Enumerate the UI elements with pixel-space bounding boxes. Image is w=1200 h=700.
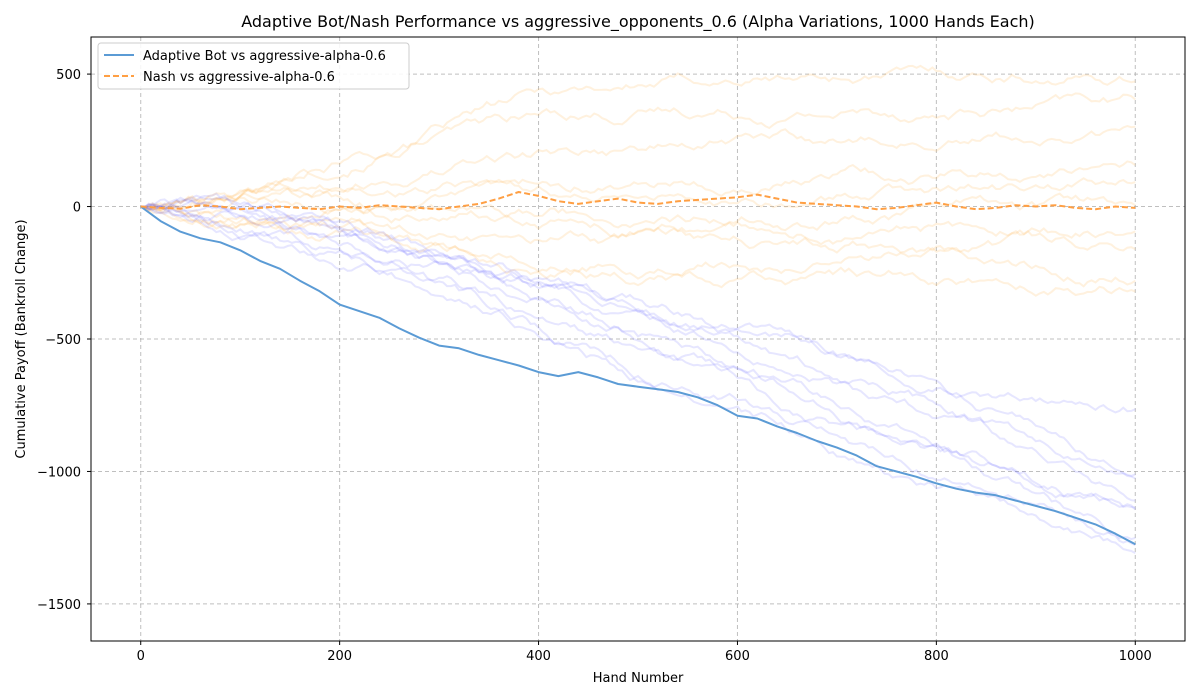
y-tick-label: −500 — [45, 333, 81, 348]
x-tick-label: 800 — [924, 649, 949, 664]
y-tick-label: 0 — [73, 201, 81, 216]
adaptive-variation-line — [140, 196, 1136, 502]
x-tick-label: 0 — [137, 649, 145, 664]
nash-variation-line — [140, 192, 1136, 232]
y-axis-label: Cumulative Payoff (Bankroll Change) — [14, 219, 29, 458]
x-tick-label: 200 — [327, 649, 352, 664]
chart-title: Adaptive Bot/Nash Performance vs aggress… — [241, 12, 1035, 32]
adaptive-variation-line — [140, 192, 1136, 547]
adaptive-variation-line — [140, 205, 1136, 541]
adaptive-variation-line — [140, 199, 1137, 511]
legend-label-adaptive: Adaptive Bot vs aggressive-alpha-0.6 — [143, 49, 386, 64]
legend-box — [97, 42, 410, 90]
axis-ticks: 0 200 400 600 800 1000 500 0 −500 −1000 −1500 — [37, 68, 1152, 664]
nash-variation-line — [140, 205, 1136, 254]
nash-variation-line — [140, 160, 1136, 213]
adaptive-variation-line — [140, 202, 1136, 509]
adaptive-variation-line — [140, 196, 1136, 477]
y-tick-label: −1500 — [37, 598, 81, 613]
nash-variation-line — [140, 186, 1136, 246]
x-tick-label: 600 — [725, 649, 750, 664]
adaptive-variation-line — [140, 202, 1136, 414]
series-lines — [140, 191, 1136, 546]
nash-variation-line — [140, 204, 1136, 288]
y-tick-label: −1000 — [37, 465, 81, 480]
nash-series-line — [140, 191, 1136, 211]
nash-variation-line — [140, 64, 1136, 210]
y-tick-label: 500 — [56, 68, 81, 83]
legend: Adaptive Bot vs aggressive-alpha-0.6 Nas… — [97, 42, 410, 90]
nash-variation-line — [140, 205, 1136, 297]
adaptive-variation-line — [140, 203, 1136, 480]
nash-variation-line — [140, 92, 1136, 212]
x-axis-label: Hand Number — [593, 671, 684, 686]
legend-label-nash: Nash vs aggressive-alpha-0.6 — [143, 70, 335, 85]
x-tick-label: 1000 — [1119, 649, 1152, 664]
x-tick-label: 400 — [526, 649, 551, 664]
adaptive-series-line — [140, 205, 1136, 546]
nash-variation-line — [140, 124, 1136, 218]
grid-lines — [91, 37, 1185, 641]
